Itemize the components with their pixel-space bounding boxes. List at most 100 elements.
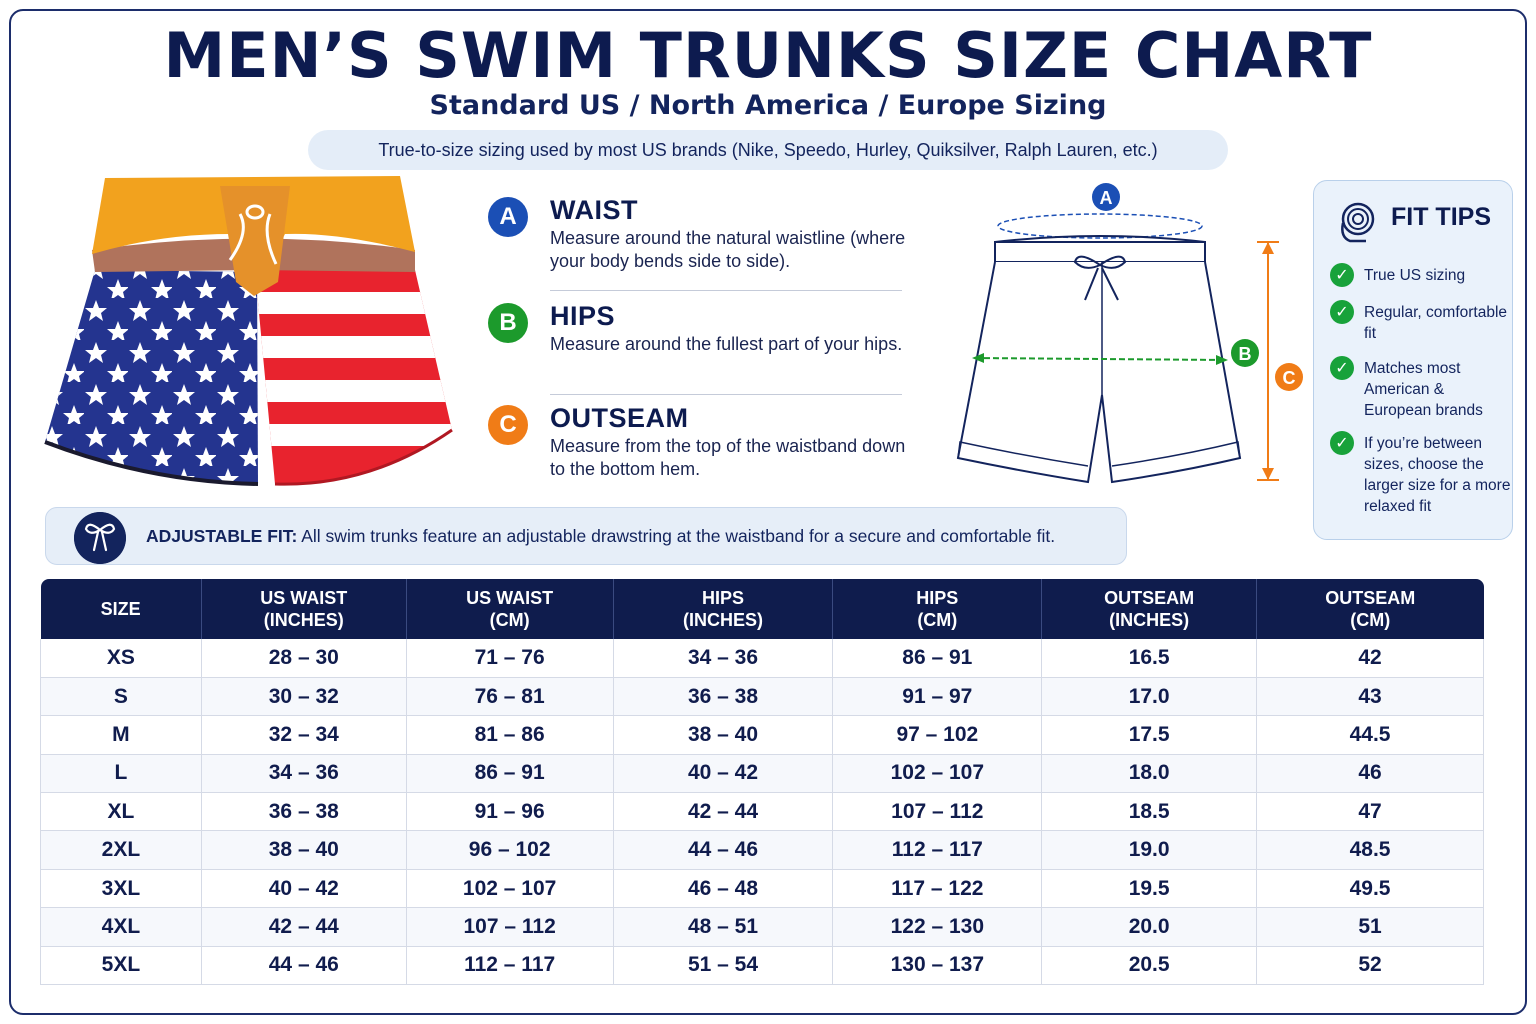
divider (550, 394, 902, 395)
page-title: MEN’S SWIM TRUNKS SIZE CHART (163, 19, 1373, 92)
table-cell: 97 – 102 (832, 715, 1043, 755)
size-cell: 4XL (40, 907, 202, 947)
divider (550, 290, 902, 291)
measuring-tape-icon (1341, 202, 1375, 243)
table-row: XL 36 – 38 91 – 96 42 – 44 107 – 112 18.5 47 (40, 792, 1484, 832)
measure-hips-title: HIPS (550, 301, 616, 331)
table-cell: 42 – 44 (201, 907, 407, 947)
column-header: HIPS (CM) (832, 579, 1043, 639)
table-row: XS 28 – 30 71 – 76 34 – 36 86 – 91 16.5 42 (40, 639, 1484, 678)
size-cell: XS (40, 639, 202, 678)
table-row: M 32 – 34 81 – 86 38 – 40 97 – 102 17.5 44.5 (40, 715, 1484, 755)
table-cell: 40 – 42 (201, 869, 407, 909)
table-cell: 102 – 107 (406, 869, 614, 909)
badge-c-icon: C (488, 405, 528, 445)
table-cell: 49.5 (1256, 869, 1484, 909)
table-cell: 81 – 86 (406, 715, 614, 755)
table-cell: 44.5 (1256, 715, 1484, 755)
diagram-label-a: A (1100, 188, 1113, 208)
table-header-row: SIZE US WAIST (INCHES) US WAIST (CM) HIPS(… (40, 579, 1484, 639)
table-cell: 38 – 40 (201, 830, 407, 870)
size-cell: XL (40, 792, 202, 832)
table-cell: 51 – 54 (613, 946, 834, 986)
table-cell: 52 (1256, 946, 1484, 986)
check-icon: ✓ (1330, 431, 1354, 455)
table-row: L 34 – 36 86 – 91 40 – 42 102 – 107 18.0 46 (40, 754, 1484, 794)
table-cell: 91 – 97 (832, 677, 1043, 717)
table-cell: 102 – 107 (832, 754, 1043, 794)
measure-waist-desc: Measure around the natural waistline (wh… (550, 228, 906, 271)
adjustable-fit-label: ADJUSTABLE FIT: (146, 526, 298, 546)
column-header: US WAIST (CM) (406, 579, 614, 639)
table-cell: 43 (1256, 677, 1484, 717)
measurement-diagram: A B C (956, 183, 1303, 484)
table-cell: 18.5 (1041, 792, 1258, 832)
adjustable-fit-description: All swim trunks feature an adjustable dr… (301, 526, 1056, 546)
diagram-label-b: B (1239, 344, 1252, 364)
table-cell: 42 (1256, 639, 1484, 678)
column-header: HIPS (INCHES) (613, 579, 834, 639)
table-cell: 44 – 46 (613, 830, 834, 870)
table-cell: 28 – 30 (201, 639, 407, 678)
table-cell: 130 – 137 (832, 946, 1043, 986)
table-cell: 86 – 91 (832, 639, 1043, 678)
diagram-b-icon (1231, 339, 1259, 367)
table-cell: 96 – 102 (406, 830, 614, 870)
table-cell: 40 – 42 (613, 754, 834, 794)
table-row: S 30 – 32 76 – 81 36 – 38 91 – 97 17.0 43 (40, 677, 1484, 717)
check-icon: ✓ (1330, 356, 1354, 380)
fit-tips-card: FIT TIPS ✓ True US sizing ✓ Regular, com… (1313, 180, 1513, 540)
table-cell: 19.5 (1041, 869, 1258, 909)
size-cell: 2XL (40, 830, 202, 870)
size-cell: L (40, 754, 202, 794)
measure-hips-desc: Measure around the fullest part of your … (550, 334, 903, 354)
table-cell: 20.0 (1041, 907, 1258, 947)
table-cell: 19.0 (1041, 830, 1258, 870)
table-row: 3XL 40 – 42 102 – 107 46 – 48 117 – 122 19.5 4… (40, 869, 1484, 909)
table-row: 5XL 44 – 46 112 – 117 51 – 54 130 – 137 20.5 5… (40, 946, 1484, 986)
table-cell: 16.5 (1041, 639, 1258, 678)
table-cell: 30 – 32 (201, 677, 407, 717)
table-cell: 117 – 122 (832, 869, 1043, 909)
table-row: 4XL 42 – 44 107 – 112 48 – 51 122 – 130 20.0 5… (40, 907, 1484, 947)
table-cell: 107 – 112 (832, 792, 1043, 832)
measure-outseam-title: OUTSEAM (550, 403, 689, 433)
table-cell: 32 – 34 (201, 715, 407, 755)
table-cell: 86 – 91 (406, 754, 614, 794)
column-header: OUTSEAM (CM) (1256, 579, 1484, 639)
page-subtitle: Standard US / North America / Europe Siz… (429, 90, 1107, 121)
table-cell: 17.0 (1041, 677, 1258, 717)
column-header: OUTSEAM (INCHES) (1041, 579, 1258, 639)
fit-tip-text: If you’re between sizes, choose the larg… (1364, 435, 1511, 515)
size-cell: S (40, 677, 202, 717)
table-cell: 42 – 44 (613, 792, 834, 832)
measure-outseam-desc: Measure from the top of the waistband do… (550, 436, 906, 479)
diagram-label-c: C (1283, 368, 1296, 388)
table-cell: 76 – 81 (406, 677, 614, 717)
table-cell: 48 – 51 (613, 907, 834, 947)
table-cell: 38 – 40 (613, 715, 834, 755)
diagram-c-icon (1275, 363, 1303, 391)
table-cell: 91 – 96 (406, 792, 614, 832)
column-header: US WAIST (INCHES) (201, 579, 407, 639)
size-chart-table: SIZE US WAIST (INCHES) US WAIST (CM) HIPS(… (40, 579, 1484, 986)
table-cell: 34 – 36 (201, 754, 407, 794)
table-cell: 48.5 (1256, 830, 1484, 870)
table-cell: 51 (1256, 907, 1484, 947)
measure-waist-title: WAIST (550, 195, 638, 225)
sizing-note: True-to-size sizing used by most US bran… (308, 130, 1228, 170)
table-cell: 112 – 117 (832, 830, 1043, 870)
table-cell: 46 – 48 (613, 869, 834, 909)
table-cell: 36 – 38 (201, 792, 407, 832)
adjustable-fit-text: ADJUSTABLE FIT: All swim trunks feature … (146, 508, 1055, 564)
fit-tips-title: FIT TIPS (1391, 203, 1491, 231)
fit-tip-text: True US sizing (1364, 267, 1466, 284)
badge-a-icon: A (488, 197, 528, 237)
badge-b-icon: B (488, 303, 528, 343)
table-cell: 47 (1256, 792, 1484, 832)
table-cell: 18.0 (1041, 754, 1258, 794)
table-row: 2XL 38 – 40 96 – 102 44 – 46 112 – 117 19.0 48… (40, 830, 1484, 870)
size-cell: 5XL (40, 946, 202, 986)
size-cell: M (40, 715, 202, 755)
swim-trunks-photo (44, 176, 453, 486)
